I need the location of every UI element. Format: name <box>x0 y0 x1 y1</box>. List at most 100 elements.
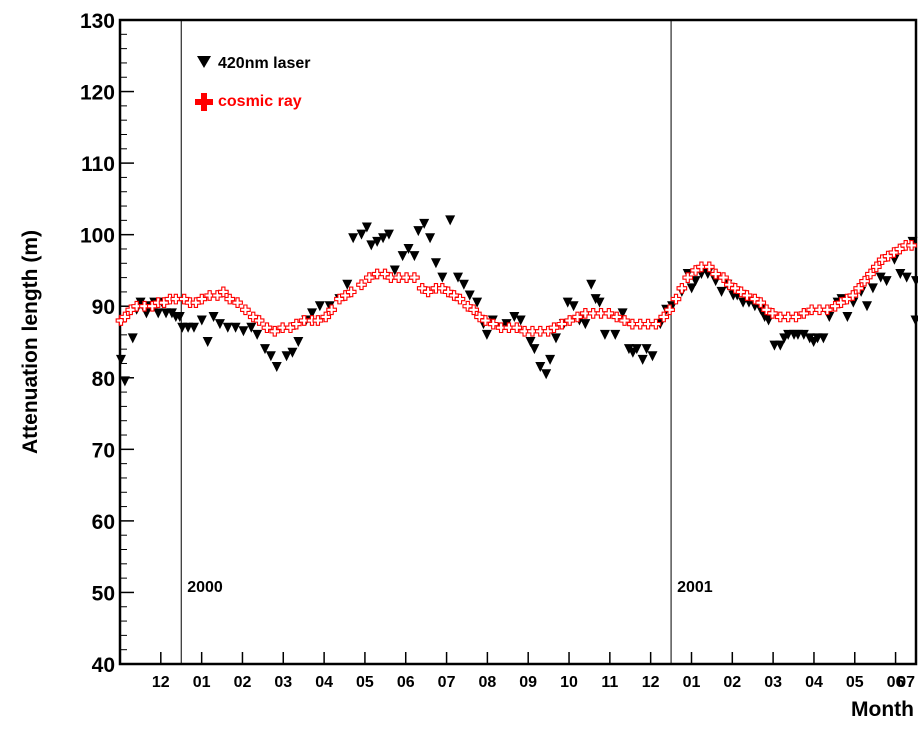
cosmic-ray-point <box>204 290 215 301</box>
laser-point <box>911 276 918 287</box>
laser-point <box>153 308 164 319</box>
x-tick-label: 03 <box>764 674 782 691</box>
laser-point <box>397 251 408 262</box>
cosmic-ray-point <box>642 318 654 330</box>
laser-point <box>348 233 359 244</box>
laser-point <box>637 354 648 365</box>
cosmic-ray-point <box>320 311 332 323</box>
laser-point <box>895 269 906 280</box>
laser-point <box>430 258 441 269</box>
cosmic-ray-point <box>468 304 480 316</box>
cosmic-ray-point <box>676 282 688 294</box>
cosmic-ray-point <box>511 322 523 334</box>
laser-point <box>818 333 829 344</box>
laser-point <box>594 297 605 308</box>
laser-point <box>127 333 138 344</box>
laser-point <box>196 315 207 326</box>
x-tick-label: 02 <box>723 674 741 691</box>
laser-point <box>115 354 126 365</box>
cosmic-ray-point <box>218 286 229 298</box>
x-tick-label: 03 <box>274 674 292 691</box>
cosmic-ray-point <box>298 315 310 326</box>
laser-point <box>472 297 483 308</box>
cosmic-ray-point <box>131 300 143 312</box>
laser-point <box>562 297 573 308</box>
laser-point <box>881 276 892 287</box>
legend: 420nm laser cosmic ray <box>195 55 311 111</box>
cosmic-ray-point <box>170 293 182 305</box>
cosmic-ray-point <box>119 311 131 323</box>
laser-point <box>419 218 430 229</box>
cosmic-ray-point <box>534 325 546 337</box>
cosmic-ray-point <box>664 304 675 316</box>
cosmic-ray-point <box>718 272 729 283</box>
cosmic-ray-point <box>261 322 273 334</box>
laser-point <box>586 279 597 290</box>
cosmic-ray-point <box>556 318 568 330</box>
laser-point <box>202 337 213 347</box>
cosmic-ray-point <box>627 318 638 330</box>
cosmic-ray-point <box>290 318 302 330</box>
laser-point <box>599 329 610 340</box>
cosmic-ray-point <box>587 308 599 319</box>
laser-point <box>580 319 591 330</box>
laser-point <box>686 283 697 294</box>
cosmic-ray-point <box>345 286 357 298</box>
year-marker-label: 2001 <box>677 579 713 596</box>
cosmic-ray-point <box>269 325 281 337</box>
laser-point <box>214 319 225 330</box>
cosmic-ray-point <box>782 311 794 323</box>
laser-point <box>501 319 512 330</box>
laser-point <box>293 337 304 347</box>
laser-point <box>314 301 325 312</box>
laser-point <box>641 344 652 355</box>
cosmic-ray-point <box>755 297 767 308</box>
laser-point <box>716 286 727 297</box>
laser-point <box>545 354 556 365</box>
laser-point <box>383 229 394 240</box>
laser-point <box>307 308 318 319</box>
x-tick-label: 04 <box>805 674 823 691</box>
laser-point <box>389 265 400 276</box>
laser-point <box>509 311 520 322</box>
laser-point <box>356 229 367 240</box>
cosmic-ray-point <box>393 272 405 283</box>
cosmic-ray-point <box>240 304 251 316</box>
laser-point <box>252 329 263 340</box>
cosmic-ray-point <box>253 315 265 326</box>
cosmic-ray-point <box>480 315 491 326</box>
laser-point <box>271 362 282 373</box>
cosmic-ray-point <box>650 318 662 330</box>
laser-point <box>378 233 389 244</box>
laser-point <box>425 233 436 244</box>
laser-point <box>222 322 233 333</box>
laser-point <box>842 311 853 322</box>
cosmic-ray-point <box>703 261 715 273</box>
laser-point <box>464 290 475 301</box>
x-tick-label: 12 <box>152 674 170 691</box>
laser-point <box>910 315 918 326</box>
laser-point <box>862 301 873 312</box>
laser-point <box>481 329 492 340</box>
x-tick-label: 06 <box>397 674 415 691</box>
y-tick-label: 110 <box>81 153 115 176</box>
laser-point <box>403 243 414 254</box>
cosmic-ray-point <box>658 311 670 323</box>
cosmic-ray-point <box>326 304 337 316</box>
x-tick-label: 11 <box>601 674 618 691</box>
cosmic-ray-point <box>906 240 917 251</box>
y-tick-label: 120 <box>80 82 115 105</box>
laser-point <box>281 351 292 362</box>
laser-point <box>867 283 878 294</box>
legend-laser-marker-icon <box>197 56 211 68</box>
laser-point <box>775 340 786 351</box>
cosmic-ray-point <box>409 272 420 283</box>
laser-point <box>515 315 526 326</box>
x-tick-label: 05 <box>356 674 374 691</box>
cosmic-ray-point <box>422 286 434 298</box>
x-tick-label: 08 <box>478 674 496 691</box>
cosmic-ray-point <box>564 315 576 326</box>
legend-cosmic-label: cosmic ray <box>218 93 302 110</box>
cosmic-ray-point <box>595 308 607 319</box>
cosmic-ray-point <box>401 272 412 283</box>
